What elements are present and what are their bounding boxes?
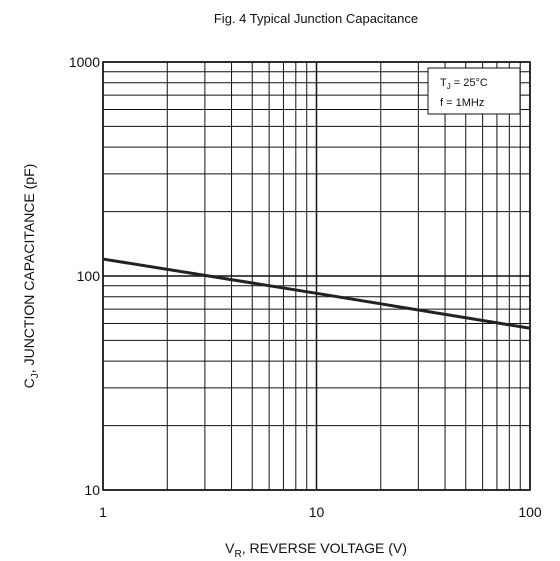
x-label-sub: R (234, 549, 241, 560)
y-label-sub: J (30, 373, 41, 378)
annotation-sub: J (447, 82, 451, 91)
data-line (102, 257, 531, 330)
plot-border (102, 61, 531, 491)
annotation-main: T (440, 77, 447, 89)
chart-title: Fig. 4 Typical Junction Capacitance (214, 11, 418, 26)
x-tick-label: 100 (518, 504, 542, 520)
y-axis-label: CJ, JUNCTION CAPACITANCE (pF) (21, 164, 41, 389)
x-axis-label: VR, REVERSE VOLTAGE (V) (225, 540, 407, 560)
annotation-rest: = 25°C (451, 77, 488, 89)
annotation: TJ = 25°C (440, 77, 488, 91)
x-tick-label: 10 (309, 504, 325, 520)
y-tick-label: 1000 (69, 54, 100, 70)
y-label-main: C (21, 378, 37, 388)
x-label-main: V (225, 540, 235, 556)
x-label-rest: , REVERSE VOLTAGE (V) (242, 540, 407, 556)
y-tick-label: 10 (84, 482, 100, 498)
annotation: f = 1MHz (440, 97, 484, 109)
x-tick-label: 1 (99, 504, 107, 520)
plot-area: 1 10 100 10 100 1000 TJ = 25°C f = 1MHz (69, 54, 542, 520)
annotation-main: f = 1MHz (440, 97, 484, 109)
annotation-box (427, 67, 521, 115)
y-label-rest: , JUNCTION CAPACITANCE (pF) (21, 164, 37, 374)
y-tick-label: 100 (77, 268, 101, 284)
